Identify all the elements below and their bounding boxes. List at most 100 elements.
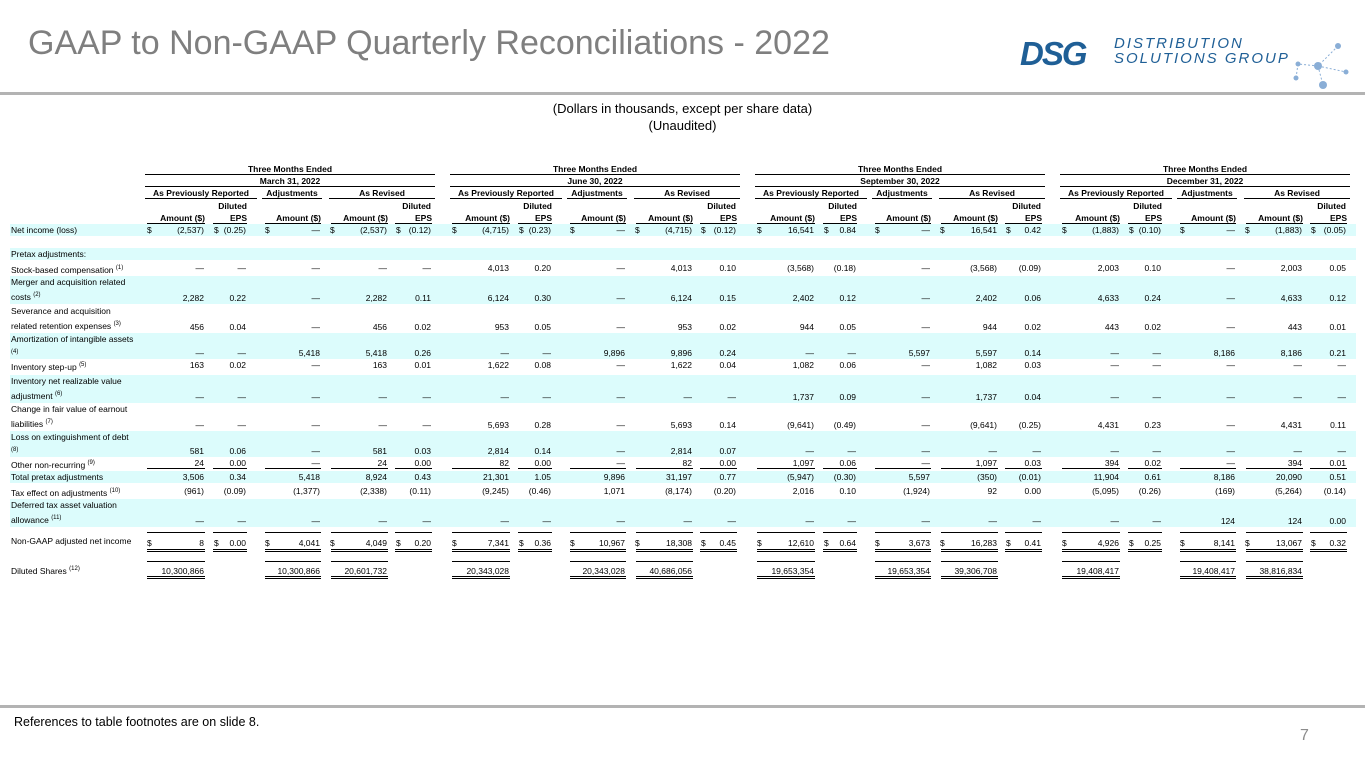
table-cell: (0.01) <box>1018 472 1041 482</box>
table-cell: 0.00 <box>1329 516 1346 526</box>
underline-rule <box>331 532 388 533</box>
table-cell: 163 <box>189 360 204 370</box>
table-cell: 1,737 <box>792 392 814 402</box>
underline-rule <box>265 551 321 552</box>
table-cell: — <box>311 516 321 526</box>
footer-divider <box>0 705 1365 708</box>
underline-rule <box>823 532 857 533</box>
table-cell: — <box>616 225 626 235</box>
underline-rule <box>265 532 321 533</box>
header-as-previously-reported: As Previously Reported <box>755 188 867 199</box>
table-cell: 1,097 <box>975 458 997 468</box>
table-cell: (0.25) <box>223 225 246 235</box>
underline-rule <box>1246 576 1303 577</box>
row-label-text-2: costs <box>11 291 31 302</box>
footnote-ref: (1) <box>115 265 124 271</box>
table-row: Severance and acquisition related retenti… <box>10 305 1356 333</box>
company-logo: DSG DISTRIBUTION SOLUTIONS GROUP <box>1018 34 1358 92</box>
table-cell: — <box>195 420 205 430</box>
header-three-months: Three Months Ended <box>450 164 740 175</box>
header-eps: EPS <box>1128 213 1162 224</box>
underline-rule <box>452 549 510 550</box>
table-cell: 0.41 <box>1024 538 1041 548</box>
table-cell: 0.20 <box>414 538 431 548</box>
underline-rule <box>213 549 247 550</box>
table-cell: 8,924 <box>365 472 387 482</box>
table-cell: 0.01 <box>414 360 431 370</box>
underline-rule <box>331 576 388 577</box>
underline-rule <box>147 561 205 562</box>
row-label: Non-GAAP adjusted net income <box>11 535 131 548</box>
table-cell: — <box>1226 293 1236 303</box>
table-cell: 163 <box>372 360 387 370</box>
table-cell: — <box>1226 420 1236 430</box>
table-cell: 5,693 <box>670 420 692 430</box>
table-row: Tax effect on adjustments (10) (961) (0.09… <box>10 485 1356 498</box>
table-cell: 0.05 <box>839 322 856 332</box>
table-cell: (169) <box>1215 486 1235 496</box>
table-cell: 0.03 <box>414 446 431 456</box>
header-as-revised: As Revised <box>939 188 1045 199</box>
table-cell: 443 <box>1104 322 1119 332</box>
table-cell: — <box>921 293 931 303</box>
underline-rule <box>757 578 815 579</box>
table-cell: — <box>311 360 321 370</box>
underline-rule <box>1062 532 1120 533</box>
header-amount: Amount ($) <box>1180 213 1236 224</box>
table-cell: (2,338) <box>360 486 387 496</box>
currency-symbol: $ <box>757 538 762 548</box>
footnote-ref: (8) <box>11 446 19 453</box>
currency-symbol: $ <box>265 538 270 548</box>
table-cell: (0.14) <box>1323 486 1346 496</box>
underline-rule <box>147 532 205 533</box>
table-cell: 394 <box>1104 458 1119 468</box>
header-three-months: Three Months Ended <box>1060 164 1350 175</box>
table-cell: — <box>921 322 931 332</box>
underline-rule <box>757 468 815 469</box>
header-amount: Amount ($) <box>147 213 205 224</box>
table-cell: 456 <box>189 322 204 332</box>
row-label: Merger and acquisition related costs (2) <box>11 276 125 303</box>
underline-rule <box>941 549 998 550</box>
underline-rule <box>1310 551 1347 552</box>
table-cell: — <box>311 446 321 456</box>
footnote-ref: (5) <box>79 362 87 368</box>
table-row: Non-GAAP adjusted net income 8 $0.00 $4,041… <box>10 535 1356 549</box>
underline-rule <box>452 561 510 562</box>
table-cell: — <box>311 420 321 430</box>
underline-rule <box>823 551 857 552</box>
underline-rule <box>875 561 931 562</box>
currency-symbol: $ <box>147 225 152 235</box>
table-cell: (0.49) <box>833 420 856 430</box>
table-cell: 13,067 <box>1276 538 1302 548</box>
table-cell: — <box>921 446 931 456</box>
header-diluted: Diluted <box>707 201 736 211</box>
currency-symbol: $ <box>875 225 880 235</box>
table-cell: — <box>1152 348 1162 358</box>
table-cell: (0.18) <box>833 263 856 273</box>
header-diluted: Diluted <box>1012 201 1041 211</box>
table-cell: — <box>1110 446 1120 456</box>
header-as-previously-reported: As Previously Reported <box>145 188 257 199</box>
row-label-text-2: adjustment <box>11 390 53 401</box>
table-cell: 1.05 <box>534 472 551 482</box>
table-cell: — <box>195 392 205 402</box>
row-label-text: Total pretax adjustments <box>11 472 104 482</box>
table-cell: 581 <box>372 446 387 456</box>
logo-line-2: SOLUTIONS GROUP <box>1114 50 1290 67</box>
row-label-text: Non-GAAP adjusted net income <box>11 536 132 546</box>
underline-rule <box>1246 551 1303 552</box>
table-cell: — <box>1110 360 1120 370</box>
header-eps: EPS <box>1005 213 1042 224</box>
underline-rule <box>213 532 247 533</box>
table-cell: — <box>1226 360 1236 370</box>
table-cell: 953 <box>677 322 692 332</box>
table-cell: 0.77 <box>719 472 736 482</box>
table-cell: — <box>237 392 247 402</box>
table-cell: 0.10 <box>719 263 736 273</box>
underline-rule <box>1180 551 1236 552</box>
table-cell: (0.10) <box>1138 225 1161 235</box>
underline-rule <box>757 561 815 562</box>
table-cell: 4,633 <box>1097 293 1119 303</box>
underline-rule <box>265 561 321 562</box>
